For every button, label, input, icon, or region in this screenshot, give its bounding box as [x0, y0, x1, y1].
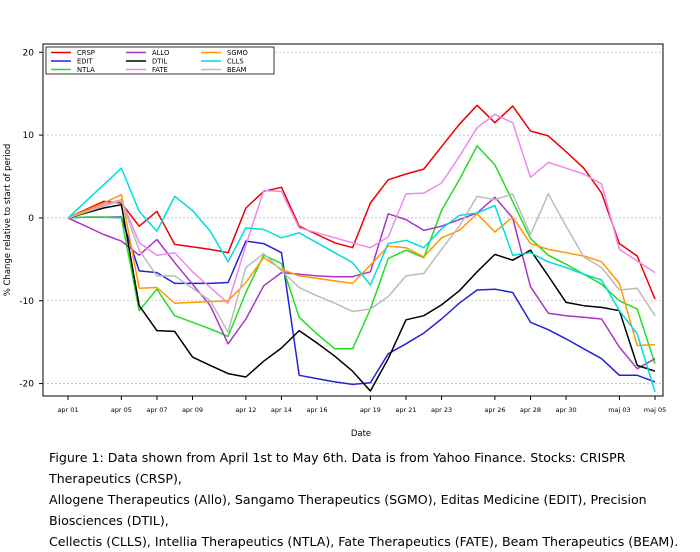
legend-label-dtil: DTIL — [152, 58, 167, 66]
x-tick-label: maj 05 — [644, 406, 666, 414]
legend-label-fate: FATE — [152, 66, 168, 74]
caption-line-2: Allogene Therapeutics (Allo), Sangamo Th… — [49, 492, 647, 528]
series-line-clls — [67, 167, 656, 393]
y-tick-label: -10 — [19, 297, 34, 307]
legend-label-clls: CLLS — [227, 58, 244, 66]
series-line-fate — [67, 113, 656, 304]
caption-line-3: Cellectis (CLLS), Intellia Therapeutics … — [49, 534, 679, 549]
x-tick-label: apr 30 — [555, 406, 576, 414]
x-tick-label: apr 14 — [271, 406, 292, 414]
y-tick-label: 20 — [23, 48, 35, 58]
series-line-sgmo — [67, 193, 656, 347]
y-tick-label: -20 — [19, 380, 34, 390]
x-tick-label: apr 07 — [146, 406, 167, 414]
plot-frame — [42, 43, 664, 397]
x-tick-label: apr 01 — [57, 406, 78, 414]
x-tick-label: apr 26 — [484, 406, 505, 414]
line-chart: -20 -10 0 10 20 apr 01 apr 05 apr 07 apr 09 apr 1… — [3, 43, 666, 439]
x-tick-label: apr 16 — [306, 406, 327, 414]
x-tick-label: apr 12 — [235, 406, 256, 414]
legend-label-beam: BEAM — [227, 66, 247, 74]
y-tick-label: 0 — [28, 214, 34, 224]
x-tick-label: apr 28 — [520, 406, 541, 414]
legend-label-edit: EDIT — [77, 58, 94, 66]
series-lines — [67, 104, 656, 393]
series-line-dtil — [67, 203, 656, 392]
series-line-crsp — [67, 104, 656, 300]
series-line-allo — [67, 196, 656, 370]
y-axis-label: % Change relative to start of period — [3, 144, 13, 297]
y-tick-label: 10 — [23, 131, 35, 141]
caption-line-1: Figure 1: Data shown from April 1st to M… — [49, 450, 626, 486]
series-line-beam — [67, 193, 656, 333]
x-tick-label: apr 23 — [431, 406, 452, 414]
legend-label-allo: ALLO — [152, 49, 169, 57]
x-axis-label: Date — [351, 429, 371, 439]
x-tick-label: apr 09 — [182, 406, 203, 414]
axes: -20 -10 0 10 20 apr 01 apr 05 apr 07 apr 09 apr 1… — [19, 48, 666, 414]
legend-label-ntla: NTLA — [77, 66, 95, 74]
series-line-edit — [67, 216, 656, 386]
legend-label-sgmo: SGMO — [227, 49, 248, 57]
legend-box — [45, 46, 275, 75]
grid — [43, 51, 663, 384]
x-tick-label: apr 19 — [360, 406, 381, 414]
figure-caption: Figure 1: Data shown from April 1st to M… — [49, 447, 679, 552]
x-tick-label: apr 05 — [111, 406, 132, 414]
x-tick-label: apr 21 — [395, 406, 416, 414]
legend-label-crsp: CRSP — [77, 49, 95, 57]
series-line-ntla — [67, 145, 656, 364]
x-tick-label: maj 03 — [608, 406, 630, 414]
